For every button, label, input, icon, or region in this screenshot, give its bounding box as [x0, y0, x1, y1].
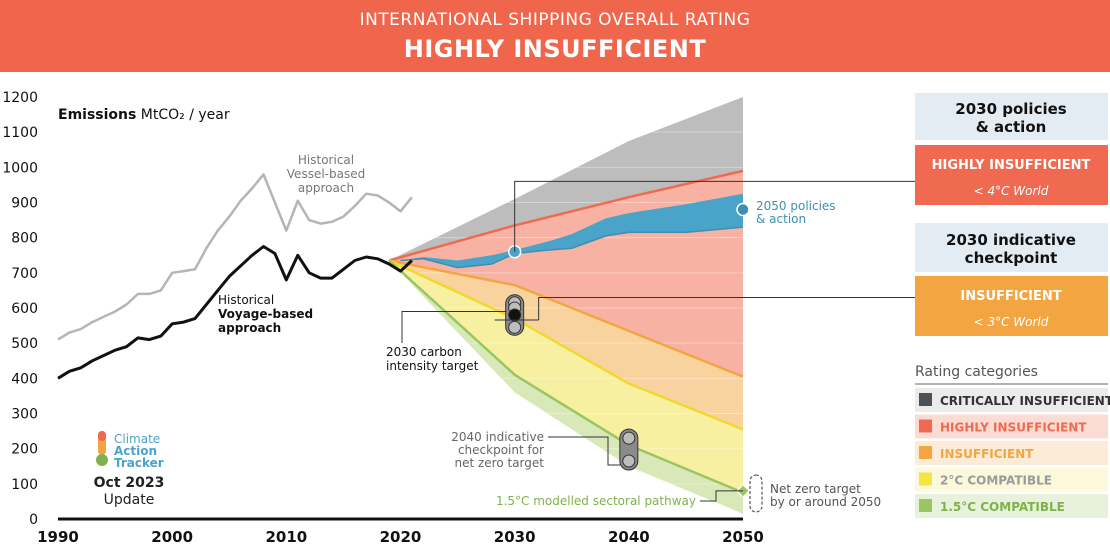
historical-vessel-label: Historical Vessel-based approach: [287, 153, 365, 195]
policies-title-box: [915, 93, 1108, 140]
net-zero-label: Net zero target by or around 2050: [770, 482, 881, 509]
connector-policies: [514, 180, 915, 252]
policies-band: [400, 193, 743, 268]
pathway-1-5c-line: [388, 259, 744, 494]
y-tick-label-400: 400: [11, 371, 38, 387]
logo-date: Oct 2023: [94, 475, 165, 491]
legend-label-two_c: 2°C COMPATIBLE: [940, 474, 1052, 488]
logo-action: Action: [114, 444, 157, 458]
legend-row-critically: [915, 388, 1108, 412]
y-tick-label-1000: 1000: [2, 160, 38, 176]
y-tick-label-300: 300: [11, 407, 38, 423]
policies-2050-marker: [736, 202, 750, 217]
x-tick-label-2050: 2050: [722, 528, 764, 546]
y-tick-label-200: 200: [11, 442, 38, 458]
y-tick-label-800: 800: [11, 231, 38, 247]
x-tick-label-1990: 1990: [37, 528, 79, 546]
band-2c-compatible: [389, 260, 743, 493]
x-tick-label-2040: 2040: [608, 528, 650, 546]
y-axis-label: Emissions MtCO₂ / year: [58, 107, 230, 123]
legend-row-insufficient: [915, 441, 1108, 465]
connector-carbon-intensity: [401, 311, 507, 343]
y-tick-label-100: 100: [11, 477, 38, 493]
connector-2040: [548, 436, 621, 466]
checkpoint-title: 2030 indicative checkpoint: [946, 231, 1076, 267]
legend-label-one_five: 1.5°C COMPATIBLE: [940, 500, 1065, 514]
y-tick-label-1200: 1200: [2, 90, 38, 106]
y-tick-label-1100: 1100: [2, 125, 38, 141]
historical-voyage-line: [57, 245, 413, 380]
net-zero-pill: [749, 474, 763, 513]
boundary-2c-line: [388, 259, 744, 431]
legend-swatch-one_five: [919, 499, 932, 512]
connector-pathway: [700, 490, 743, 502]
policies-band-edge: [400, 226, 744, 269]
legend-row-one_five: [915, 494, 1108, 518]
policies-world: < 4°C World: [974, 184, 1049, 198]
legend-label-insufficient: INSUFFICIENT: [940, 447, 1034, 461]
logo-update: Update: [104, 492, 155, 508]
checkpoint-title-box: [915, 223, 1108, 272]
x-tick-label-2010: 2010: [265, 528, 307, 546]
pathway-label: 1.5°C modelled sectoral pathway: [496, 494, 696, 508]
thermometer-top-icon: [98, 431, 106, 441]
boundary-highly-line: [388, 169, 744, 262]
band-critically-insufficient: [389, 97, 743, 261]
band-1-5c-compatible: [389, 260, 743, 514]
logo-climate: Climate: [114, 432, 160, 446]
connector-checkpoint: [538, 296, 915, 320]
legend-label-critically: CRITICALLY INSUFFICIENT: [940, 394, 1110, 408]
y-tick-label-900: 900: [11, 196, 38, 212]
checkpoint-2040-label: 2040 indicative checkpoint for net zero ta…: [451, 430, 544, 470]
x-tick-label-2030: 2030: [494, 528, 536, 546]
logo-tracker: Tracker: [114, 456, 164, 470]
rating-banner: INTERNATIONAL SHIPPING OVERALL RATING HI…: [0, 0, 1110, 72]
historical-voyage-label: Historical Voyage-based approach: [218, 293, 313, 335]
y-tick-label-600: 600: [11, 301, 38, 317]
policies-rating: HIGHLY INSUFFICIENT: [932, 158, 1091, 173]
y-tick-label-0: 0: [29, 512, 38, 528]
legend-swatch-two_c: [919, 472, 932, 486]
y-tick-label-700: 700: [11, 266, 38, 282]
x-tick-label-2000: 2000: [151, 528, 193, 546]
checkpoint-2030-marker-3: [508, 320, 522, 334]
carbon-intensity-label: 2030 carbon intensity target: [386, 345, 479, 373]
legend-row-highly: [915, 414, 1108, 439]
historical-vessel-line: [57, 173, 413, 341]
banner-subtitle: INTERNATIONAL SHIPPING OVERALL RATING: [359, 10, 751, 30]
legend-swatch-critically: [919, 393, 932, 406]
legend-swatch-highly: [919, 419, 932, 433]
legend-title: Rating categories: [915, 364, 1038, 380]
checkpoint-world: < 3°C World: [974, 315, 1049, 329]
checkpoint-2030-marker-2: [508, 308, 522, 322]
policies-rating-box: [915, 145, 1108, 205]
y-tick-label-500: 500: [11, 336, 38, 352]
checkpoint-2040-marker-0: [622, 431, 636, 445]
band-insufficient: [389, 260, 743, 430]
checkpoint-rating: INSUFFICIENT: [960, 289, 1061, 304]
checkpoint-2040-marker-1: [622, 454, 636, 468]
legend-row-two_c: [915, 467, 1108, 492]
legend-swatch-insufficient: [919, 446, 932, 459]
x-tick-label-2020: 2020: [380, 528, 422, 546]
policies-2050-label: 2050 policies & action: [756, 199, 836, 226]
policies-title: 2030 policies & action: [955, 100, 1067, 136]
banner-title: HIGHLY INSUFFICIENT: [403, 35, 707, 63]
thermometer-bulb-icon: [96, 454, 108, 466]
boundary-insufficient-line: [388, 259, 744, 378]
checkpoint-rating-box: [915, 276, 1108, 336]
legend-label-highly: HIGHLY INSUFFICIENT: [940, 421, 1087, 435]
